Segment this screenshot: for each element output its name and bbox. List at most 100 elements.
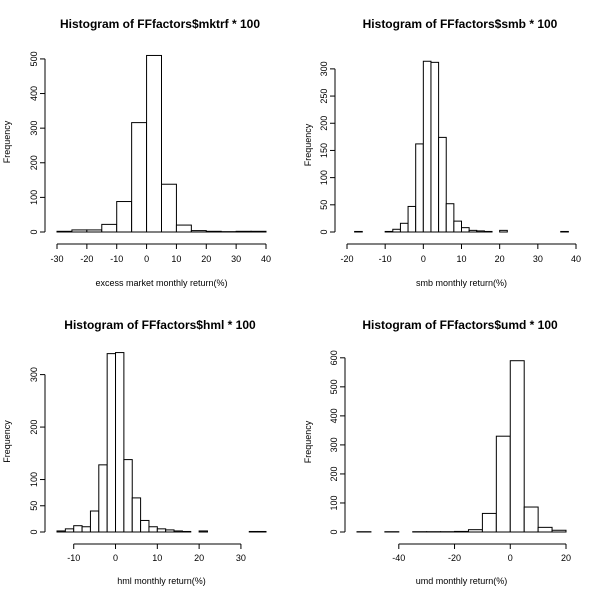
- histogram-bar: [56, 530, 66, 533]
- histogram-bar: [148, 526, 158, 533]
- y-tick-label: 0: [29, 229, 39, 234]
- x-tick-label: 30: [533, 254, 543, 264]
- histogram-bar: [101, 223, 118, 233]
- y-tick-label: 200: [319, 116, 329, 131]
- histogram-bar: [71, 229, 88, 233]
- histogram-bar: [468, 229, 478, 233]
- histogram-bar: [181, 530, 192, 533]
- y-tick-label: 100: [29, 472, 39, 487]
- histogram-bar: [461, 227, 470, 233]
- x-axis-label: hml monthly return(%): [117, 576, 206, 586]
- y-tick-label: 400: [29, 86, 39, 101]
- y-axis-label: Frequency: [2, 420, 12, 463]
- x-tick-label: -40: [392, 553, 405, 563]
- x-tick-label: 20: [194, 553, 204, 563]
- y-tick-label: 300: [329, 437, 339, 452]
- histogram-bar: [537, 526, 553, 533]
- chart-title: Histogram of FFfactors$hml * 100: [64, 318, 256, 332]
- y-tick-label: 150: [319, 143, 329, 158]
- y-tick-label: 500: [329, 379, 339, 394]
- x-tick-label: 30: [231, 254, 241, 264]
- histogram-bar: [161, 183, 177, 233]
- histogram-panel-3: Histogram of FFfactors$hml * 100 hml mont…: [2, 318, 267, 586]
- histogram-panel-2: Histogram of FFfactors$smb * 100 smb mont…: [303, 17, 581, 288]
- x-axis-label: excess market monthly return(%): [95, 278, 227, 288]
- histogram-bar: [235, 230, 252, 233]
- x-tick-label: -10: [67, 553, 80, 563]
- x-tick-label: 40: [571, 254, 581, 264]
- x-tick-label: 40: [261, 254, 271, 264]
- y-tick-label: 200: [29, 420, 39, 435]
- chart-title: Histogram of FFfactors$umd * 100: [362, 318, 558, 332]
- histogram-bar: [106, 353, 117, 533]
- histogram-bar: [551, 529, 567, 533]
- histogram-bar: [140, 519, 150, 533]
- histogram-bar: [454, 530, 469, 533]
- y-tick-label: 0: [329, 529, 339, 534]
- y-tick-label: 50: [319, 200, 329, 210]
- y-tick-label: 0: [319, 229, 329, 234]
- histogram-bar: [250, 230, 267, 233]
- histogram-bar: [248, 530, 259, 533]
- histogram-panel-1: Histogram of FFfactors$mktrf * 100 excess…: [2, 17, 271, 288]
- histogram-bar: [131, 497, 142, 533]
- histogram-bar: [453, 220, 463, 233]
- x-tick-label: 0: [113, 553, 118, 563]
- histogram-bar: [407, 205, 417, 233]
- histogram-bar: [499, 229, 508, 233]
- histogram-bar: [123, 459, 133, 533]
- x-tick-label: 10: [171, 254, 181, 264]
- histogram-bar: [257, 530, 267, 533]
- y-axis-label: Frequency: [303, 420, 313, 463]
- y-tick-label: 0: [29, 529, 39, 534]
- histogram-bar: [430, 61, 440, 233]
- y-tick-label: 600: [329, 350, 339, 365]
- x-tick-label: 20: [561, 553, 571, 563]
- x-tick-label: 0: [508, 553, 513, 563]
- histogram-bar: [98, 464, 108, 533]
- histogram-bar: [354, 230, 363, 233]
- histogram-bar: [438, 136, 447, 233]
- x-tick-label: 0: [144, 254, 149, 264]
- histogram-bar: [509, 360, 525, 533]
- histogram-bar: [481, 512, 497, 533]
- histogram-bar: [131, 122, 148, 233]
- x-tick-label: 30: [236, 553, 246, 563]
- histogram-bar: [399, 222, 409, 233]
- histogram-bar: [116, 201, 133, 233]
- y-tick-label: 100: [329, 495, 339, 510]
- histogram-bar: [64, 528, 75, 533]
- x-tick-label: -20: [340, 254, 353, 264]
- histogram-bar: [86, 229, 103, 233]
- histogram-bar: [89, 510, 100, 533]
- x-tick-label: -10: [379, 254, 392, 264]
- x-tick-label: -30: [50, 254, 63, 264]
- histogram-bar: [445, 203, 455, 233]
- histogram-bar: [165, 529, 175, 533]
- histogram-bar: [198, 530, 208, 533]
- y-axis-label: Frequency: [2, 120, 12, 163]
- histogram-bar: [81, 526, 91, 533]
- histogram-bar: [384, 230, 394, 233]
- x-tick-label: 20: [495, 254, 505, 264]
- histogram-bar: [146, 54, 162, 233]
- x-tick-label: 20: [201, 254, 211, 264]
- y-tick-label: 300: [29, 121, 39, 136]
- y-tick-label: 300: [29, 367, 39, 382]
- histogram-bar: [73, 525, 83, 533]
- x-tick-label: 10: [152, 553, 162, 563]
- histogram-bar: [476, 230, 485, 233]
- y-tick-label: 200: [29, 155, 39, 170]
- y-tick-label: 300: [319, 61, 329, 76]
- x-axis-label: umd monthly return(%): [416, 576, 508, 586]
- chart-title: Histogram of FFfactors$mktrf * 100: [60, 17, 260, 31]
- x-tick-label: 10: [456, 254, 466, 264]
- histogram-bar: [495, 435, 511, 533]
- histogram-bar: [205, 230, 222, 233]
- histogram-bar: [415, 143, 424, 233]
- y-tick-label: 100: [319, 170, 329, 185]
- histogram-bar: [56, 230, 73, 233]
- x-tick-label: 0: [421, 254, 426, 264]
